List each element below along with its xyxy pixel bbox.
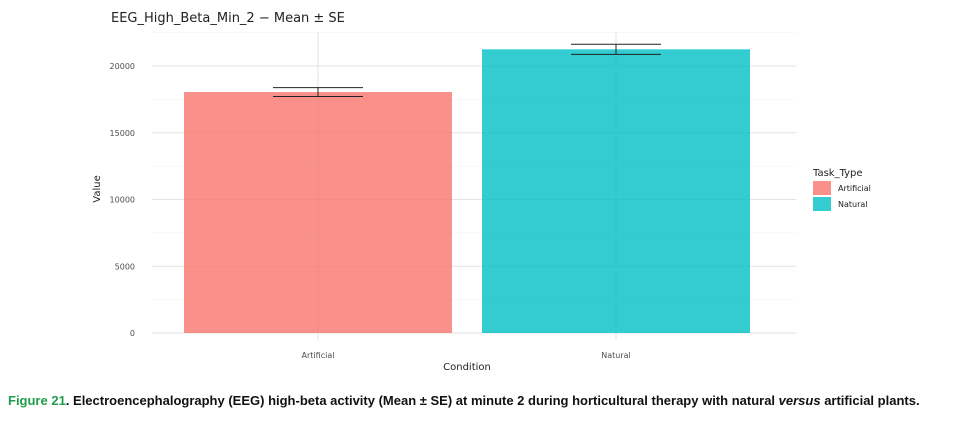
bars <box>184 49 750 333</box>
legend-key-natural <box>813 197 831 211</box>
chart-title: EEG_High_Beta_Min_2 − Mean ± SE <box>111 11 345 26</box>
bar-natural <box>482 49 750 333</box>
legend-label-natural: Natural <box>838 200 868 209</box>
caption-italic: versus <box>778 393 821 408</box>
y-tick-label: 20000 <box>110 62 135 71</box>
legend-label-artificial: Artificial <box>838 184 871 193</box>
caption-text-1: . Electroencephalography (EEG) high-beta… <box>65 393 779 408</box>
x-tick-label: Natural <box>601 351 631 360</box>
legend-key-artificial <box>813 181 831 195</box>
y-axis-title: Value <box>92 175 103 202</box>
figure-caption: Figure 21. Electroencephalography (EEG) … <box>8 392 958 410</box>
y-axis-ticks: 0 5000 10000 15000 20000 <box>110 62 135 338</box>
y-tick-label: 5000 <box>115 262 135 271</box>
x-axis-ticks: Artificial Natural <box>302 351 631 360</box>
bar-artificial <box>184 92 452 333</box>
x-tick-label: Artificial <box>302 351 335 360</box>
y-tick-label: 10000 <box>110 196 135 205</box>
error-bar-artificial <box>273 87 363 97</box>
y-tick-label: 15000 <box>110 129 135 138</box>
chart: EEG_High_Beta_Min_2 − Mean ± SE 0 5000 100… <box>92 11 871 373</box>
error-bar-natural <box>571 43 661 55</box>
legend-title: Task_Type <box>812 168 863 179</box>
caption-text-2: artificial plants. <box>820 393 920 408</box>
figure-number: Figure 21 <box>8 393 66 408</box>
error-bars <box>273 43 661 97</box>
y-tick-label: 0 <box>130 329 135 338</box>
legend: Task_Type Artificial Natural <box>812 168 871 211</box>
x-axis-title: Condition <box>443 362 491 373</box>
